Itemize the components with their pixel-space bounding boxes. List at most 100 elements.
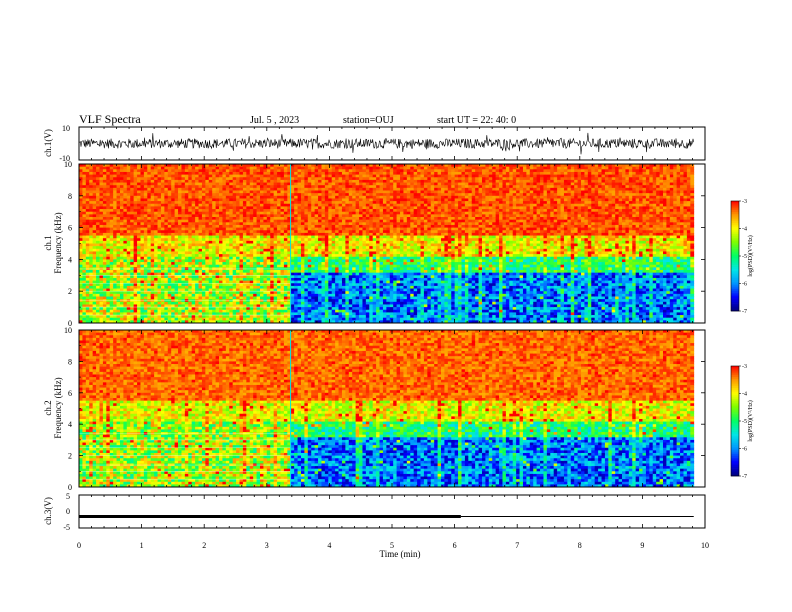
spectrogram-cell xyxy=(250,307,254,310)
spectrogram-cell xyxy=(260,265,264,268)
spectrogram-cell xyxy=(96,201,100,204)
spectrogram-cell xyxy=(134,257,138,260)
spectrogram-cell xyxy=(181,297,185,300)
spectrogram-cell xyxy=(219,241,223,244)
spectrogram-cell xyxy=(144,307,148,310)
spectrogram-cell xyxy=(188,177,192,180)
station-label: station=OUJ xyxy=(343,115,394,126)
spectrogram-cell xyxy=(291,183,295,186)
spectrogram-cell xyxy=(164,214,168,217)
spectrogram-cell xyxy=(219,236,223,239)
spectrogram-cell xyxy=(205,172,209,175)
spectrogram-cell xyxy=(89,238,93,241)
spectrogram-cell xyxy=(240,206,244,209)
spectrogram-cell xyxy=(274,270,278,273)
spectrogram-cell xyxy=(253,209,257,212)
spectrogram-cell xyxy=(277,246,281,249)
spectrogram-cell xyxy=(120,244,124,247)
spectrogram-cell xyxy=(158,167,162,170)
spectrogram-cell xyxy=(311,238,315,241)
spectrogram-cell xyxy=(120,217,124,220)
spectrogram-cell xyxy=(202,254,206,257)
spectrogram-cell xyxy=(110,185,114,188)
spectrogram-cell xyxy=(110,212,114,215)
spectrogram-cell xyxy=(117,233,121,236)
spectrogram-cell xyxy=(335,167,339,170)
spectrogram-cell xyxy=(216,209,220,212)
spectrogram-cell xyxy=(144,265,148,268)
spectrogram-cell xyxy=(250,244,254,247)
spectrogram-cell xyxy=(301,196,305,199)
spectrogram-cell xyxy=(339,169,343,172)
spectrogram-cell xyxy=(342,302,346,305)
spectrogram-cell xyxy=(311,220,315,223)
spectrogram-cell xyxy=(205,220,209,223)
spectrogram-cell xyxy=(113,206,117,209)
spectrogram-cell xyxy=(284,225,288,228)
spectrogram-cell xyxy=(195,307,199,310)
spectrogram-cell xyxy=(161,307,165,310)
spectrogram-cell xyxy=(250,310,254,313)
spectrogram-cell xyxy=(301,183,305,186)
spectrogram-cell xyxy=(154,244,158,247)
spectrogram-cell xyxy=(356,217,360,220)
spectrogram-cell xyxy=(339,196,343,199)
spectrogram-cell xyxy=(222,244,226,247)
spectrogram-cell xyxy=(335,275,339,278)
spectrogram-cell xyxy=(188,175,192,178)
spectrogram-cell xyxy=(345,254,349,257)
spectrogram-cell xyxy=(298,214,302,217)
spectrogram-cell xyxy=(243,291,247,294)
spectrogram-cell xyxy=(308,241,312,244)
spectrogram-cell xyxy=(117,236,121,239)
spectrogram-cell xyxy=(308,307,312,310)
spectrogram-cell xyxy=(308,196,312,199)
spectrogram-cell xyxy=(219,177,223,180)
spectrogram-cell xyxy=(284,294,288,297)
spectrogram-cell xyxy=(140,275,144,278)
spectrogram-cell xyxy=(274,196,278,199)
spectrogram-cell xyxy=(103,302,107,305)
spectrogram-cell xyxy=(236,175,240,178)
spectrogram-cell xyxy=(158,185,162,188)
spectrogram-cell xyxy=(222,220,226,223)
spectrogram-cell xyxy=(274,217,278,220)
spectrogram-cell xyxy=(161,230,165,233)
spectrogram-cell xyxy=(202,233,206,236)
spectrogram-cell xyxy=(257,297,261,300)
ch1-waveform-ticks xyxy=(79,127,705,160)
spectrogram-cell xyxy=(93,198,97,201)
spectrogram-cell xyxy=(161,262,165,265)
spectrogram-cell xyxy=(123,196,127,199)
spectrogram-cell xyxy=(274,198,278,201)
spectrogram-cell xyxy=(99,175,103,178)
spectrogram-cell xyxy=(260,315,264,318)
spectrogram-cell xyxy=(216,307,220,310)
spectrogram-cell xyxy=(103,310,107,313)
spectrogram-cell xyxy=(328,291,332,294)
spectrogram-cell xyxy=(164,188,168,191)
spectrogram-cell xyxy=(188,185,192,188)
spectrogram-cell xyxy=(86,188,90,191)
spectrogram-cell xyxy=(106,302,110,305)
spectrogram-cell xyxy=(134,214,138,217)
spectrogram-cell xyxy=(304,230,308,233)
spectrogram-cell xyxy=(253,251,257,254)
spectrogram-cell xyxy=(253,222,257,225)
spectrogram-cell xyxy=(123,249,127,252)
spectrogram-cell xyxy=(199,315,203,318)
spectrogram-cell xyxy=(212,294,216,297)
spectrogram-cell xyxy=(263,214,267,217)
spectrogram-cell xyxy=(257,201,261,204)
spectrogram-cell xyxy=(117,183,121,186)
spectrogram-cell xyxy=(356,214,360,217)
spectrogram-cell xyxy=(243,241,247,244)
spectrogram-cell xyxy=(185,244,189,247)
spectrogram-cell xyxy=(130,315,134,318)
spectrogram-cell xyxy=(335,299,339,302)
spectrogram-cell xyxy=(318,183,322,186)
spectrogram-cell xyxy=(240,315,244,318)
spectrogram-cell xyxy=(103,167,107,170)
spectrogram-cell xyxy=(243,185,247,188)
spectrogram-cell xyxy=(240,167,244,170)
